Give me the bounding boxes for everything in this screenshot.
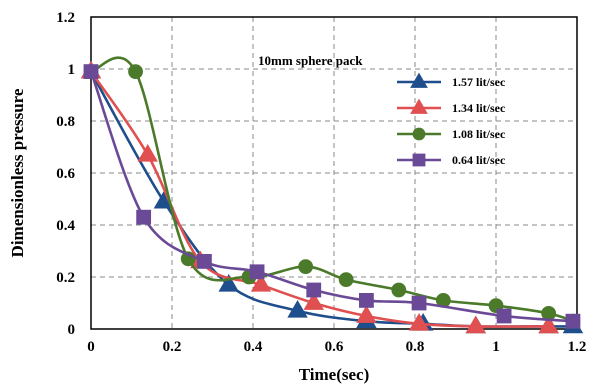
data-point: [136, 209, 152, 225]
data-point: [250, 274, 272, 292]
legend-marker: [410, 98, 428, 114]
series-layer: [80, 56, 584, 334]
legend-item: 1.08 lit/sec: [397, 127, 506, 141]
data-point: [196, 253, 212, 269]
data-point: [465, 315, 486, 334]
legend-label: 1.08 lit/sec: [452, 127, 506, 141]
data-point: [287, 300, 308, 318]
x-tick-label: 0.2: [163, 339, 182, 355]
data-point: [565, 313, 581, 329]
y-tick-label: 0: [68, 322, 76, 338]
data-point: [358, 292, 374, 308]
legend-item: 1.34 lit/sec: [397, 98, 506, 115]
data-point: [128, 64, 143, 79]
y-tick-label: 1: [68, 62, 76, 78]
y-tick-label: 1.2: [56, 10, 75, 26]
y-tick-label: 0.8: [56, 114, 75, 130]
y-tick-label: 0.2: [56, 270, 75, 286]
legend: 10mm sphere pack 1.57 lit/sec 1.34 lit/se…: [258, 53, 506, 167]
tick-labels: 0 0.2 0.4 0.6 0.8 1 1.2 0 0.2 0.4 0.6 0.8 1 1.2: [56, 10, 586, 355]
x-tick-label: 1: [492, 339, 500, 355]
legend-marker: [410, 72, 428, 88]
legend-item: 0.64 lit/sec: [397, 153, 506, 167]
legend-title: 10mm sphere pack: [258, 53, 363, 68]
legend-item: 1.57 lit/sec: [397, 72, 506, 89]
y-tick-label: 0.6: [56, 166, 75, 182]
x-tick-label: 0.8: [406, 339, 425, 355]
data-point: [391, 282, 407, 298]
x-tick-label: 0: [87, 339, 95, 355]
data-point: [408, 313, 430, 331]
x-tick-label: 0.4: [244, 339, 263, 355]
data-point: [338, 272, 354, 288]
data-point: [496, 308, 512, 324]
legend-label: 1.57 lit/sec: [452, 75, 506, 89]
legend-marker: [412, 153, 426, 167]
data-point: [298, 259, 314, 275]
legend-marker: [412, 127, 426, 141]
data-point: [83, 64, 99, 79]
x-tick-label: 0.6: [325, 339, 344, 355]
legend-label: 0.64 lit/sec: [452, 153, 506, 167]
legend-label: 1.34 lit/sec: [452, 101, 506, 115]
data-point: [218, 274, 239, 292]
series-1: [80, 60, 584, 334]
series-4: [83, 64, 581, 329]
data-point: [411, 295, 427, 311]
y-axis-title: Dimensionless pressure: [8, 88, 27, 257]
data-point: [356, 305, 377, 323]
x-tick-label: 1.2: [568, 339, 587, 355]
grid-lines: [91, 17, 577, 329]
data-point: [538, 315, 559, 334]
data-point: [306, 282, 322, 298]
data-point: [137, 144, 158, 162]
data-point: [303, 292, 324, 310]
y-tick-label: 0.4: [56, 218, 75, 234]
data-point: [249, 264, 265, 280]
x-axis-title: Time(sec): [299, 365, 370, 384]
plot-frame: [90, 16, 578, 330]
